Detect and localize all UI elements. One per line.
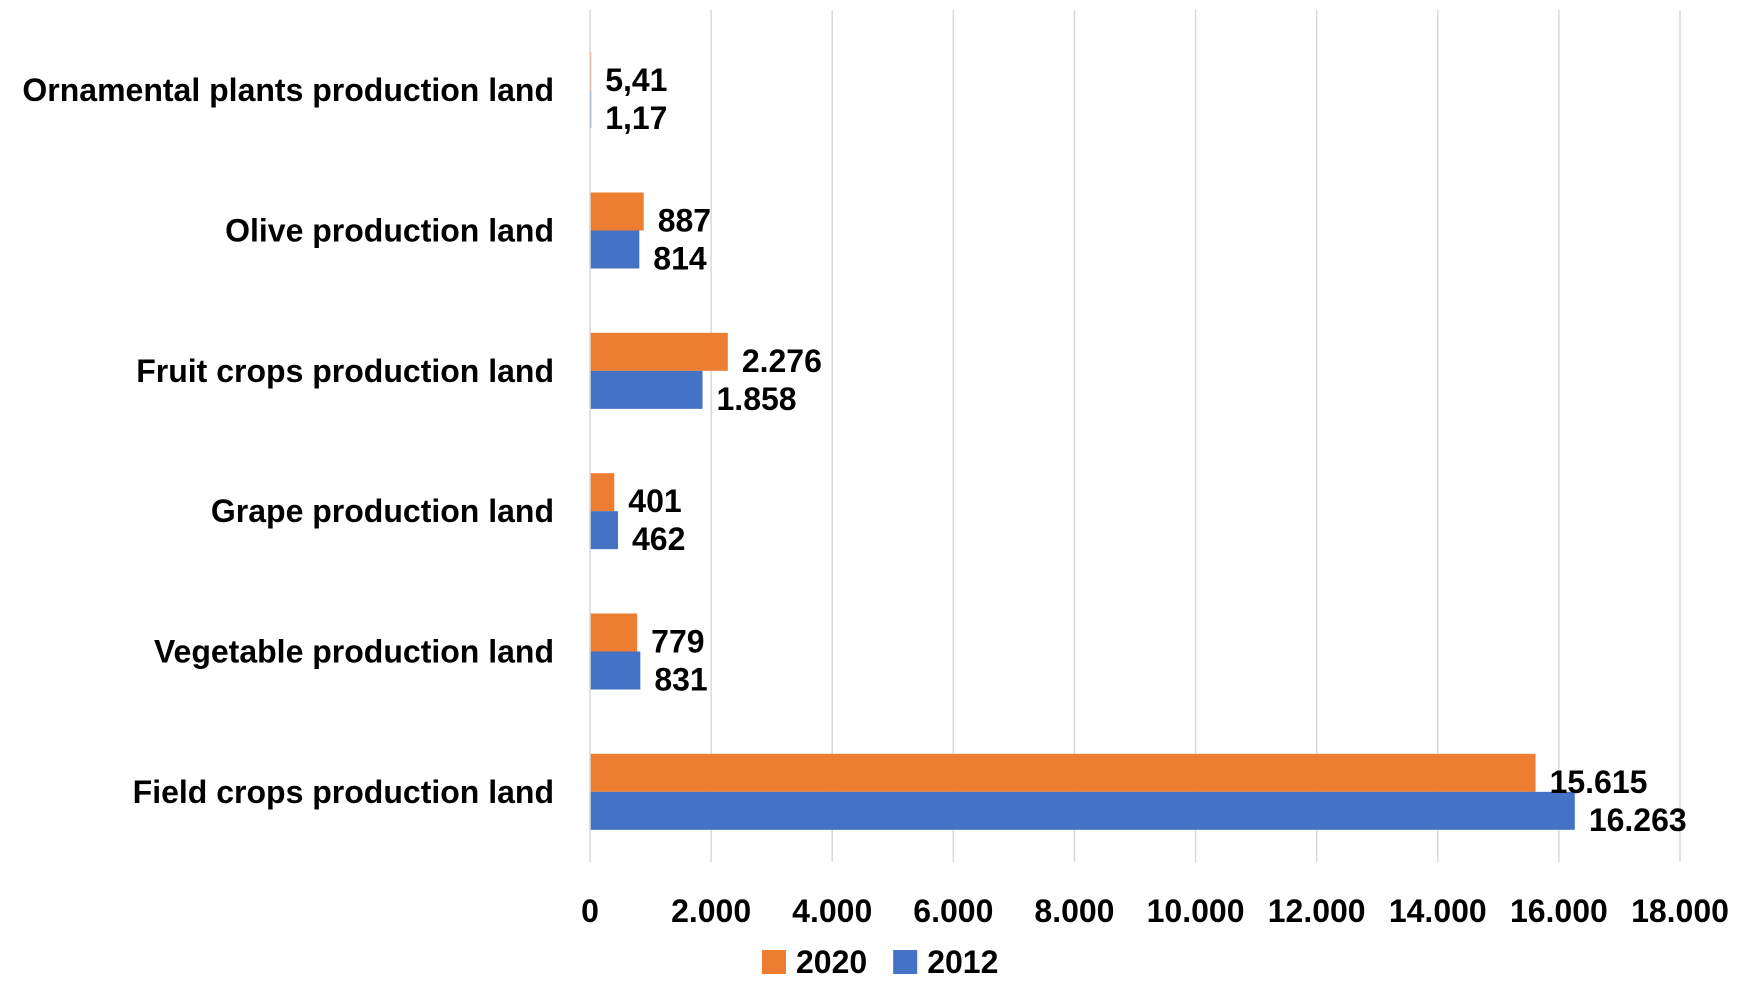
bar-2012-2 bbox=[590, 230, 640, 269]
legend-swatch-2020 bbox=[762, 950, 786, 974]
x-tick-label: 16.000 bbox=[1510, 893, 1608, 929]
data-label: 16.263 bbox=[1589, 802, 1687, 838]
data-label: 401 bbox=[628, 483, 681, 519]
bars bbox=[590, 52, 1575, 830]
bar-2012-6 bbox=[590, 791, 1575, 830]
category-label: Field crops production land bbox=[133, 774, 554, 810]
legend-label: 2020 bbox=[796, 944, 867, 980]
x-tick-label: 12.000 bbox=[1268, 893, 1366, 929]
bar-2012-5 bbox=[590, 651, 641, 690]
x-tick-label: 0 bbox=[581, 893, 599, 929]
x-tick-label: 8.000 bbox=[1034, 893, 1114, 929]
data-label: 1,17 bbox=[605, 100, 667, 136]
category-label: Olive production land bbox=[225, 213, 554, 249]
bar-2020-2 bbox=[590, 192, 644, 231]
x-tick-label: 10.000 bbox=[1147, 893, 1245, 929]
data-label: 15.615 bbox=[1550, 764, 1648, 800]
category-label: Fruit crops production land bbox=[136, 353, 554, 389]
legend: 2020 2012 bbox=[762, 944, 998, 980]
data-label: 887 bbox=[658, 203, 711, 239]
bar-2020-5 bbox=[590, 613, 638, 652]
x-tick-label: 14.000 bbox=[1389, 893, 1487, 929]
data-label: 814 bbox=[653, 241, 707, 277]
bar-2012-4 bbox=[590, 511, 618, 550]
x-tick-label: 6.000 bbox=[913, 893, 993, 929]
category-label: Vegetable production land bbox=[154, 634, 554, 670]
bar-2020-3 bbox=[590, 332, 728, 371]
data-label: 2.276 bbox=[742, 343, 822, 379]
bar-2020-6 bbox=[590, 753, 1536, 792]
data-label: 1.858 bbox=[717, 381, 797, 417]
gridlines bbox=[710, 10, 1681, 862]
category-label: Ornamental plants production land bbox=[22, 72, 554, 108]
x-tick-label: 2.000 bbox=[671, 893, 751, 929]
data-label: 462 bbox=[632, 521, 685, 557]
x-tick-label: 18.000 bbox=[1631, 893, 1729, 929]
data-label: 779 bbox=[651, 624, 704, 660]
bar-2020-4 bbox=[590, 473, 615, 512]
data-label: 5,41 bbox=[605, 62, 667, 98]
data-label: 831 bbox=[654, 662, 707, 698]
category-label: Grape production land bbox=[211, 493, 554, 529]
labels: 0 2.000 4.000 6.000 8.000 10.000 12.000 14.000 1… bbox=[22, 62, 1729, 929]
legend-swatch-2012 bbox=[893, 950, 918, 974]
x-tick-label: 4.000 bbox=[792, 893, 872, 929]
bar-2012-3 bbox=[590, 370, 703, 409]
legend-label: 2012 bbox=[927, 944, 998, 980]
